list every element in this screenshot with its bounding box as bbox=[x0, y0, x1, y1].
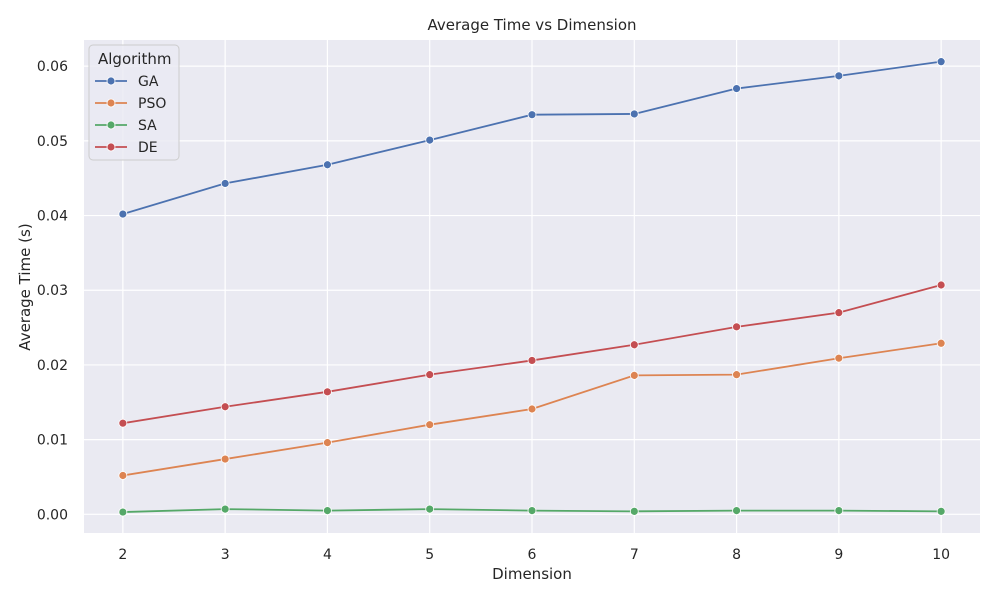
y-tick-label: 0.05 bbox=[37, 134, 68, 150]
legend-marker bbox=[106, 98, 116, 108]
data-point-ga bbox=[118, 209, 128, 219]
tick-labels: 2 3 4 5 6 7 8 9 10 0.00 0.01 0.02 0.03 0.04 0.05 0.06 bbox=[37, 59, 950, 563]
legend-marker bbox=[106, 142, 116, 152]
y-tick-label: 0.00 bbox=[37, 507, 68, 523]
series-de bbox=[118, 280, 946, 428]
y-tick-label: 0.02 bbox=[37, 358, 68, 374]
data-point-pso bbox=[425, 420, 435, 430]
legend-item-de: DE bbox=[95, 140, 158, 156]
legend-label: SA bbox=[138, 118, 157, 134]
data-point-de bbox=[629, 340, 639, 350]
y-tick-label: 0.03 bbox=[37, 283, 68, 299]
series-ga bbox=[118, 57, 946, 219]
data-point-ga bbox=[323, 160, 332, 170]
data-point-pso bbox=[936, 338, 946, 348]
data-point-pso bbox=[732, 370, 741, 380]
data-point-pso bbox=[527, 404, 537, 414]
data-point-sa bbox=[118, 507, 128, 517]
legend-item-ga: GA bbox=[95, 74, 159, 90]
x-tick-label: 5 bbox=[425, 547, 434, 563]
x-tick-label: 4 bbox=[323, 547, 332, 563]
y-tick-label: 0.04 bbox=[37, 209, 68, 225]
data-point-sa bbox=[527, 506, 537, 515]
legend-box bbox=[88, 44, 180, 161]
y-axis-label: Average Time (s) bbox=[16, 223, 34, 350]
data-point-sa bbox=[936, 506, 946, 516]
data-point-sa bbox=[220, 504, 230, 514]
series-sa bbox=[118, 504, 946, 517]
legend-marker bbox=[106, 76, 116, 86]
data-point-sa bbox=[323, 506, 332, 515]
data-point-ga bbox=[732, 84, 741, 93]
data-point-de bbox=[527, 356, 537, 365]
chart-title: Average Time vs Dimension bbox=[427, 16, 636, 34]
data-point-ga bbox=[425, 135, 435, 145]
data-point-pso bbox=[220, 454, 230, 464]
data-point-de bbox=[425, 370, 435, 380]
data-point-ga bbox=[834, 71, 844, 81]
legend-title: Algorithm bbox=[98, 50, 171, 68]
x-tick-label: 7 bbox=[630, 547, 639, 563]
x-axis-label: Dimension bbox=[492, 565, 572, 583]
x-tick-label: 10 bbox=[932, 547, 950, 563]
data-point-sa bbox=[834, 506, 844, 515]
y-tick-label: 0.01 bbox=[37, 433, 68, 449]
x-tick-label: 6 bbox=[528, 547, 537, 563]
legend-label: DE bbox=[138, 140, 158, 156]
data-point-de bbox=[323, 387, 332, 397]
data-point-ga bbox=[936, 57, 946, 67]
data-point-pso bbox=[323, 438, 332, 448]
data-point-sa bbox=[732, 506, 741, 515]
data-point-sa bbox=[425, 504, 435, 514]
legend: Algorithm GA PSO SA DE bbox=[88, 44, 180, 161]
legend-item-sa: SA bbox=[95, 118, 157, 134]
data-point-de bbox=[732, 322, 741, 332]
x-tick-label: 9 bbox=[834, 547, 843, 563]
data-point-ga bbox=[220, 179, 230, 188]
series-layer bbox=[118, 57, 946, 517]
legend-label: GA bbox=[138, 74, 159, 90]
data-point-sa bbox=[629, 506, 639, 516]
x-tick-label: 3 bbox=[221, 547, 230, 563]
series-pso bbox=[118, 338, 946, 480]
legend-label: PSO bbox=[138, 96, 166, 112]
x-tick-label: 2 bbox=[118, 547, 127, 563]
data-point-ga bbox=[629, 109, 639, 119]
data-point-pso bbox=[118, 471, 128, 480]
data-point-de bbox=[936, 280, 946, 290]
data-point-de bbox=[220, 402, 230, 412]
data-point-ga bbox=[527, 110, 537, 120]
y-tick-label: 0.06 bbox=[37, 59, 68, 75]
data-point-de bbox=[834, 308, 844, 318]
data-point-pso bbox=[834, 353, 844, 363]
data-point-de bbox=[118, 418, 128, 428]
data-point-pso bbox=[629, 370, 639, 380]
x-tick-label: 8 bbox=[732, 547, 741, 563]
legend-item-pso: PSO bbox=[95, 96, 166, 112]
legend-marker bbox=[106, 120, 116, 130]
